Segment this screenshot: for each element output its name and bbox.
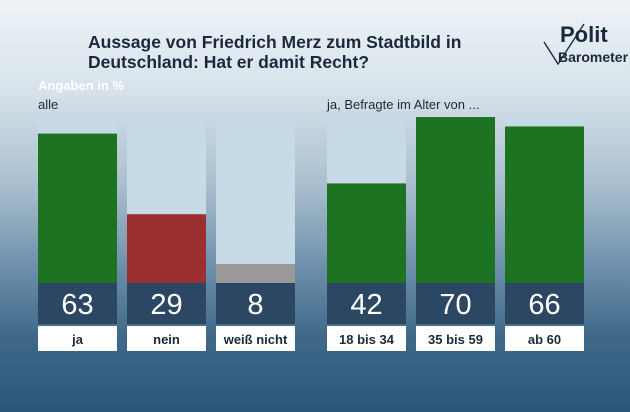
bar-age-2 <box>505 126 584 283</box>
value-band-age-0 <box>327 283 406 324</box>
chart-title: Aussage von Friedrich Merz zum Stadtbild… <box>88 32 462 72</box>
unit-label: Angaben in % <box>38 78 124 93</box>
value-band-all-2 <box>216 283 295 324</box>
politbarometer-logo: Polit Barometer <box>540 20 630 72</box>
value-band-age-2 <box>505 283 584 324</box>
category-label-all-1: nein <box>153 332 180 347</box>
label-band-all-0 <box>38 326 117 351</box>
value-label-age-1: 70 <box>439 289 471 321</box>
value-label-all-0: 63 <box>61 289 93 321</box>
category-label-all-0: ja <box>71 332 84 347</box>
logo-text-bottom: Barometer <box>558 49 629 65</box>
logo-text-top: Polit <box>560 22 608 47</box>
value-label-all-1: 29 <box>150 289 182 321</box>
category-label-age-0: 18 bis 34 <box>339 332 395 347</box>
label-band-age-0 <box>327 326 406 351</box>
bar-all-2 <box>216 264 295 283</box>
value-label-age-2: 66 <box>528 289 560 321</box>
label-band-age-1 <box>416 326 495 351</box>
value-band-all-1 <box>127 283 206 324</box>
value-label-age-0: 42 <box>350 289 382 321</box>
checkmark-icon <box>543 23 585 66</box>
chart-subtitle-age: ja, Befragte im Alter von ... <box>327 97 480 112</box>
chart-subtitle-all: alle <box>38 97 59 112</box>
category-label-age-2: ab 60 <box>528 332 561 347</box>
category-label-all-2: weiß nicht <box>223 332 288 347</box>
bar-all-0 <box>38 133 117 283</box>
bar-track-all-2 <box>216 117 295 283</box>
bar-all-1 <box>127 214 206 283</box>
value-band-age-1 <box>416 283 495 324</box>
label-band-all-2 <box>216 326 295 351</box>
bar-age-0 <box>327 183 406 283</box>
value-band-all-0 <box>38 283 117 324</box>
value-label-all-2: 8 <box>247 289 263 321</box>
category-label-age-1: 35 bis 59 <box>428 332 483 347</box>
bar-age-1 <box>416 117 495 283</box>
label-band-all-1 <box>127 326 206 351</box>
label-band-age-2 <box>505 326 584 351</box>
